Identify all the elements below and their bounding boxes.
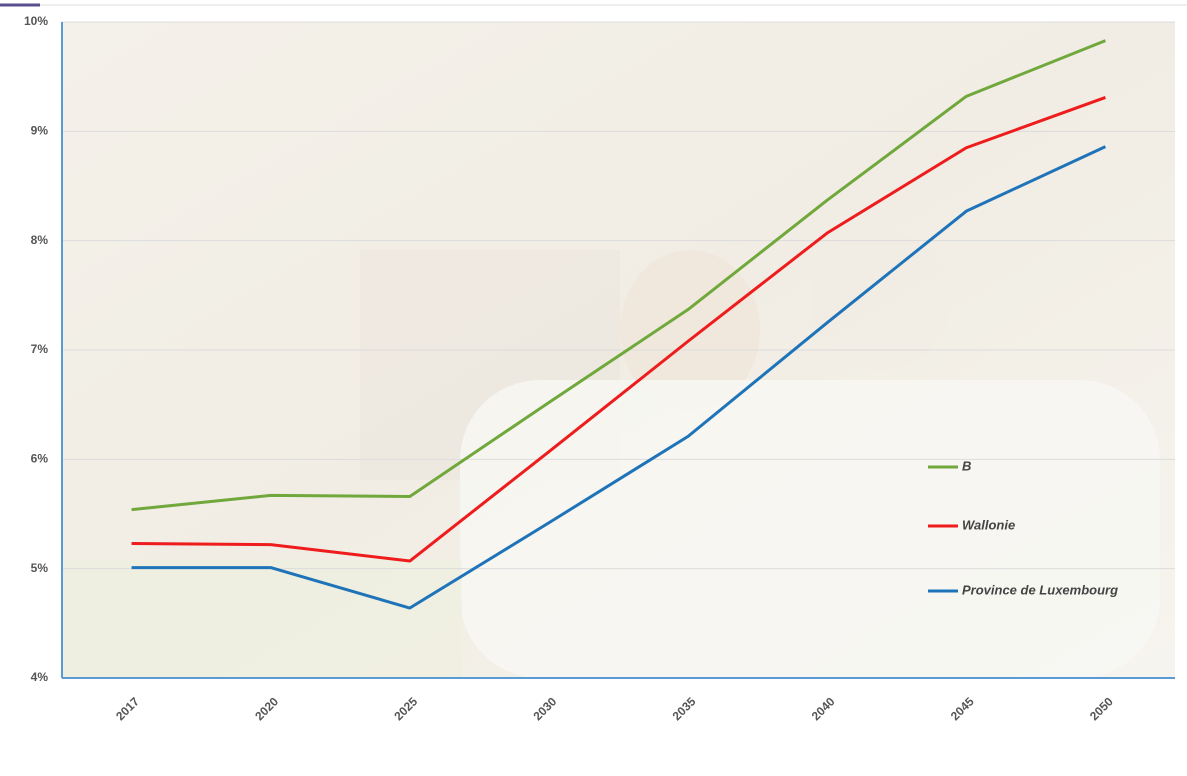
legend-label: Wallonie — [962, 517, 1015, 532]
background-figures — [460, 380, 1160, 678]
background-lawn — [62, 560, 462, 678]
y-tick-label: 7% — [31, 342, 49, 356]
x-tick-label: 2045 — [948, 694, 977, 723]
x-tick-label: 2050 — [1087, 694, 1116, 723]
background-figure — [810, 230, 950, 370]
y-tick-label: 6% — [31, 452, 49, 466]
series-line — [131, 39, 1106, 512]
series-line — [131, 96, 1106, 563]
y-tick-label: 8% — [31, 233, 49, 247]
y-tick-label: 4% — [31, 670, 49, 684]
x-tick-label: 2035 — [670, 694, 699, 723]
legend-label: Province de Luxembourg — [962, 582, 1118, 597]
series-line — [131, 145, 1107, 610]
x-tick-label: 2017 — [113, 694, 142, 723]
y-tick-label: 9% — [31, 124, 49, 138]
y-tick-label: 5% — [31, 561, 49, 575]
x-tick-label: 2020 — [252, 694, 281, 723]
y-tick-label: 10% — [24, 14, 48, 28]
x-tick-label: 2030 — [531, 694, 560, 723]
x-tick-label: 2025 — [391, 694, 420, 723]
background-figure — [620, 250, 760, 410]
legend-label: B — [962, 458, 971, 473]
x-tick-label: 2040 — [809, 694, 838, 723]
